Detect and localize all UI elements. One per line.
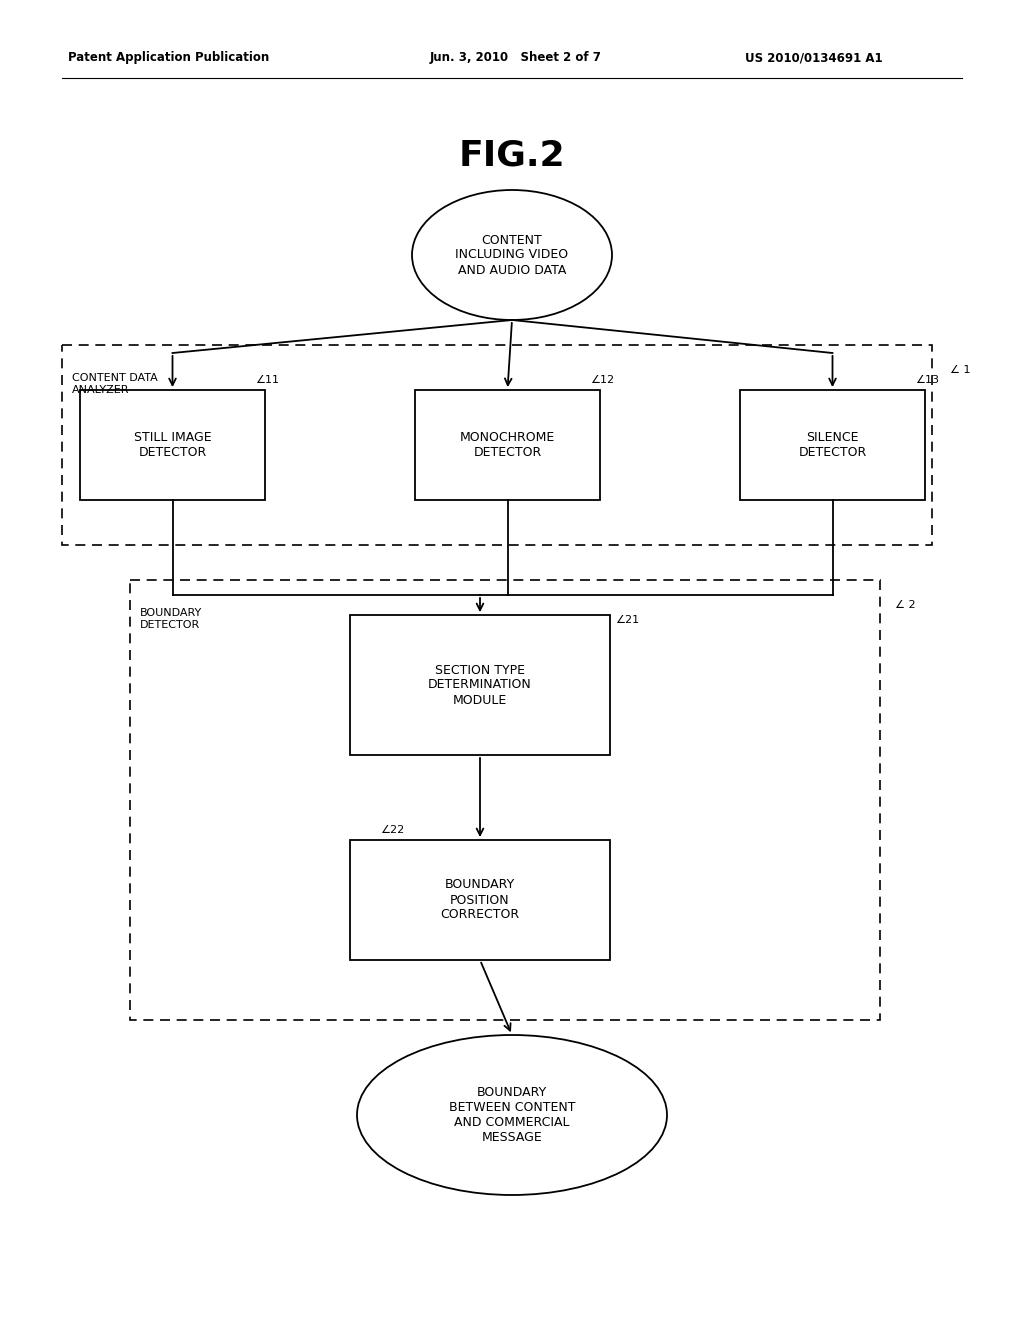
Text: ∠11: ∠11: [255, 375, 279, 385]
Text: ∠13: ∠13: [915, 375, 939, 385]
Ellipse shape: [412, 190, 612, 319]
Bar: [350, 615, 610, 755]
Bar: [415, 389, 600, 500]
Bar: [80, 389, 265, 500]
Text: CONTENT
INCLUDING VIDEO
AND AUDIO DATA: CONTENT INCLUDING VIDEO AND AUDIO DATA: [456, 234, 568, 276]
Bar: [130, 579, 880, 1020]
Text: ∠12: ∠12: [590, 375, 614, 385]
Text: ∠22: ∠22: [380, 825, 404, 836]
Text: BOUNDARY
POSITION
CORRECTOR: BOUNDARY POSITION CORRECTOR: [440, 879, 519, 921]
Bar: [62, 345, 932, 545]
Text: Jun. 3, 2010   Sheet 2 of 7: Jun. 3, 2010 Sheet 2 of 7: [430, 51, 602, 65]
Text: CONTENT DATA
ANALYZER: CONTENT DATA ANALYZER: [72, 374, 158, 395]
Text: SECTION TYPE
DETERMINATION
MODULE: SECTION TYPE DETERMINATION MODULE: [428, 664, 531, 706]
Text: SILENCE
DETECTOR: SILENCE DETECTOR: [799, 432, 866, 459]
Text: BOUNDARY
DETECTOR: BOUNDARY DETECTOR: [140, 609, 203, 630]
Bar: [740, 389, 925, 500]
Text: BOUNDARY
BETWEEN CONTENT
AND COMMERCIAL
MESSAGE: BOUNDARY BETWEEN CONTENT AND COMMERCIAL …: [449, 1086, 575, 1144]
Text: ∠21: ∠21: [615, 615, 639, 624]
Bar: [350, 840, 610, 960]
Text: STILL IMAGE
DETECTOR: STILL IMAGE DETECTOR: [134, 432, 211, 459]
Text: ∠ 1: ∠ 1: [950, 366, 971, 375]
Text: Patent Application Publication: Patent Application Publication: [68, 51, 269, 65]
Text: MONOCHROME
DETECTOR: MONOCHROME DETECTOR: [460, 432, 555, 459]
Ellipse shape: [357, 1035, 667, 1195]
Text: US 2010/0134691 A1: US 2010/0134691 A1: [745, 51, 883, 65]
Text: ∠ 2: ∠ 2: [895, 601, 915, 610]
Text: FIG.2: FIG.2: [459, 139, 565, 172]
